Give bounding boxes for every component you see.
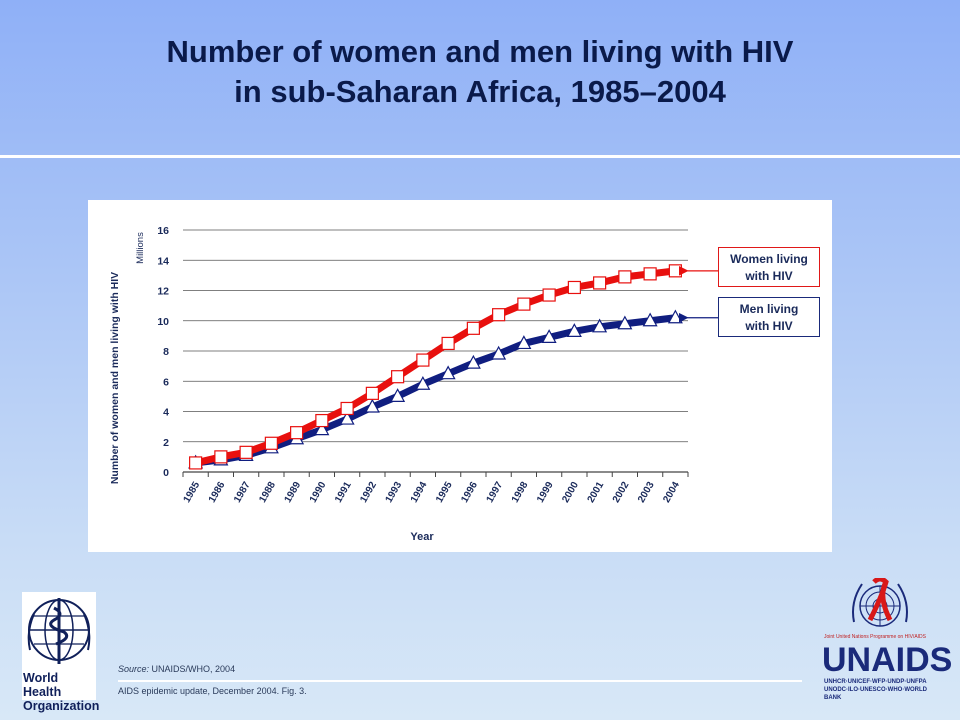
x-axis-label: Year (410, 531, 434, 543)
y-tick-label: 12 (157, 286, 169, 298)
data-point-men (390, 388, 406, 402)
y-tick-label: 8 (163, 346, 169, 358)
data-point-women (315, 413, 329, 428)
x-tick-label: 1995 (434, 480, 455, 505)
who-logo: World Health Organization (22, 592, 99, 713)
data-point-women (466, 321, 480, 335)
data-point-women (643, 267, 657, 281)
data-point-men (339, 410, 355, 425)
unaids-cosponsors: UNHCR·UNICEF·WFP·UNDP·UNFPA UNODC·ILO·UN… (824, 678, 942, 702)
data-point-women (416, 353, 430, 367)
data-point-men (440, 365, 456, 380)
x-tick-label: 1985 (182, 480, 203, 505)
data-point-women (290, 426, 304, 440)
legend-women-line1: Women living (730, 252, 808, 266)
data-point-men (516, 335, 532, 350)
y-tick-label: 2 (163, 437, 169, 449)
x-tick-label: 1994 (409, 480, 430, 505)
source-text: UNAIDS/WHO, 2004 (151, 664, 236, 674)
source-label: Source: (118, 664, 150, 674)
y-tick-label: 4 (163, 407, 169, 419)
unaids-cosponsors-line1: UNHCR·UNICEF·WFP·UNDP·UNFPA (824, 679, 927, 685)
y-tick-label: 6 (163, 376, 169, 388)
data-point-men (566, 323, 582, 337)
x-tick-label: 2002 (611, 480, 632, 505)
x-tick-label: 1998 (510, 480, 531, 505)
unaids-cosponsors-line2: UNODC·ILO·UNESCO·WHO·WORLD BANK (824, 687, 927, 701)
x-tick-label: 2000 (560, 480, 581, 505)
data-point-women (542, 288, 556, 302)
data-point-men (541, 329, 557, 343)
title-divider (0, 155, 960, 158)
data-point-women (668, 264, 682, 278)
y-axis-unit: Millions (135, 232, 146, 264)
chart-panel: 0 2 4 6 8 10 12 14 16 1985 1986 1987 1988 1989 1990 19… (88, 200, 832, 552)
data-point-women (618, 270, 632, 284)
data-point-men (491, 345, 507, 360)
x-tick-label: 1993 (384, 480, 405, 505)
x-tick-label: 1988 (257, 480, 278, 505)
data-point-women (189, 456, 203, 470)
x-tick-label: 1992 (358, 480, 379, 505)
source-note: Source: UNAIDS/WHO, 2004 (118, 664, 235, 674)
citation-note: AIDS epidemic update, December 2004. Fig… (118, 686, 307, 696)
legend-men: Men living with HIV (718, 297, 820, 337)
data-point-women (441, 336, 455, 351)
data-point-men (642, 312, 658, 327)
unaids-logo: Joint United Nations Programme on HIV/AI… (818, 576, 952, 701)
x-tick-label: 1989 (283, 480, 304, 505)
x-tick-label: 1987 (232, 480, 253, 505)
y-tick-label: 0 (163, 467, 169, 479)
slide-title: Number of women and men living with HIV … (0, 32, 960, 112)
data-point-men (364, 398, 380, 413)
data-point-women (517, 297, 531, 311)
unaids-tagline: Joint United Nations Programme on HIV/AI… (824, 634, 926, 640)
slide-title-line2: in sub-Saharan Africa, 1985–2004 (234, 74, 726, 109)
who-emblem-icon (27, 598, 91, 664)
footer-divider (118, 680, 802, 682)
data-point-women (365, 386, 379, 400)
x-tick-label: 1990 (308, 480, 329, 505)
y-tick-label: 16 (157, 225, 169, 237)
data-point-women (340, 401, 354, 416)
legend-women-line2: with HIV (745, 269, 793, 283)
data-point-women (214, 450, 228, 464)
data-point-men (314, 421, 330, 436)
data-point-men (592, 318, 608, 333)
x-tick-label: 2003 (636, 480, 657, 505)
legend-men-line1: Men living (739, 302, 799, 316)
data-point-men (617, 315, 633, 330)
x-tick-label: 1999 (535, 480, 556, 505)
data-point-women (567, 280, 581, 295)
data-point-women (391, 370, 405, 384)
slide-title-line1: Number of women and men living with HIV (166, 34, 794, 69)
data-point-women (264, 436, 278, 450)
unaids-wordmark: UNAIDS (822, 641, 953, 679)
x-tick-label: 2004 (661, 480, 682, 505)
y-tick-label: 10 (157, 316, 169, 328)
series-line-women (192, 267, 679, 467)
y-axis-label: Number of women and men living with HIV (109, 272, 121, 484)
who-wordmark-line2: Organization (23, 699, 100, 713)
un-emblem-icon (852, 576, 908, 627)
legend-women: Women living with HIV (718, 247, 820, 287)
x-tick-label: 1991 (333, 480, 354, 505)
y-tick-label: 14 (157, 255, 169, 267)
x-tick-label: 1986 (207, 480, 228, 505)
x-tick-label: 2001 (586, 480, 607, 505)
data-point-men (465, 354, 481, 369)
who-wordmark: World Health Organization (23, 671, 100, 713)
data-point-men (415, 376, 431, 390)
data-point-women (239, 445, 253, 459)
x-tick-label: 1997 (485, 480, 506, 505)
x-tick-label: 1996 (459, 480, 480, 505)
legend-men-line2: with HIV (745, 319, 793, 333)
data-point-women (492, 308, 506, 322)
data-point-men (667, 309, 683, 324)
who-wordmark-line1: World Health (23, 671, 62, 699)
data-point-women (593, 276, 607, 290)
